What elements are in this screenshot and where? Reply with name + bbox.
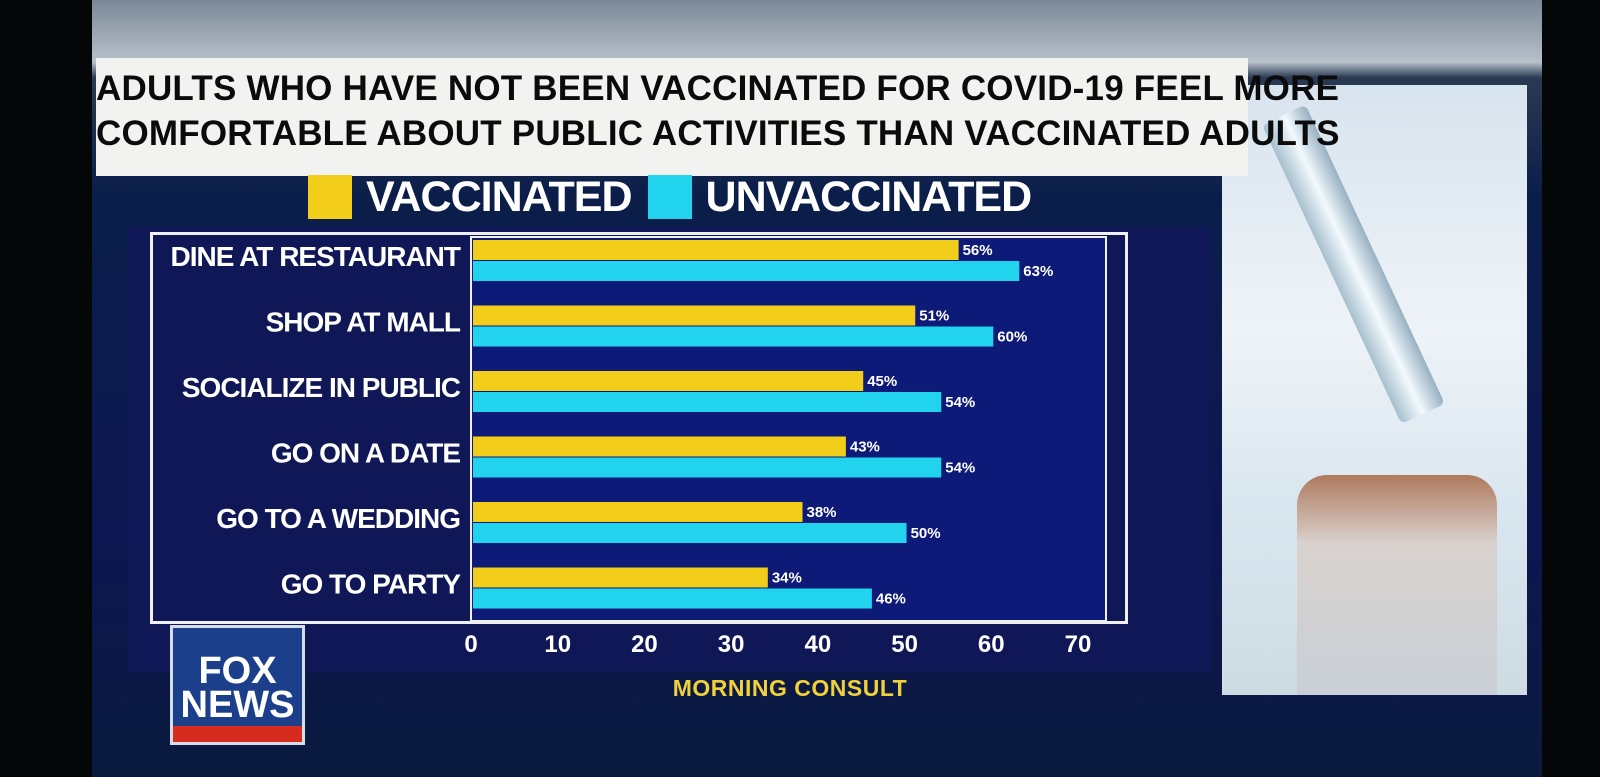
bar-unvaccinated	[473, 523, 907, 543]
data-label: 50%	[911, 525, 941, 542]
x-tick-label: 0	[464, 631, 477, 658]
source-label: MORNING CONSULT	[672, 675, 908, 701]
category-label: SHOP AT MALL	[266, 307, 461, 338]
legend-item-vaccinated: VACCINATED	[308, 172, 633, 222]
legend-swatch-vaccinated	[308, 175, 352, 219]
x-tick-label: 70	[1065, 631, 1092, 658]
data-label: 63%	[1023, 263, 1053, 280]
data-label: 34%	[772, 570, 802, 587]
syringe-vial-photo	[1222, 85, 1527, 695]
bar-vaccinated	[473, 436, 846, 457]
x-tick-label: 60	[978, 631, 1005, 658]
bar-vaccinated	[473, 502, 803, 522]
x-tick-label: 30	[718, 631, 745, 658]
category-label: SOCIALIZE IN PUBLIC	[182, 372, 461, 403]
bar-vaccinated	[473, 371, 864, 391]
bar-vaccinated	[473, 567, 768, 588]
chart-title: ADULTS WHO HAVE NOT BEEN VACCINATED FOR …	[96, 58, 1340, 176]
chart-legend: VACCINATED UNVACCINATED	[308, 168, 1033, 226]
bar-vaccinated	[473, 305, 916, 326]
data-label: 43%	[850, 439, 880, 456]
data-label: 38%	[807, 504, 837, 521]
category-label: GO ON A DATE	[271, 438, 461, 469]
fox-news-logo: FOX NEWS	[170, 625, 305, 745]
bar-unvaccinated	[473, 457, 942, 478]
legend-label-vaccinated: VACCINATED	[366, 172, 633, 221]
data-label: 60%	[997, 329, 1027, 346]
x-tick-label: 50	[891, 631, 918, 658]
chart-frame	[150, 232, 1128, 624]
news-logo-text: NEWS	[180, 684, 295, 726]
data-label: 54%	[945, 394, 975, 411]
data-label: 45%	[867, 373, 897, 390]
legend-label-unvaccinated: UNVACCINATED	[705, 172, 1033, 221]
bar-unvaccinated	[473, 588, 872, 609]
x-tick-label: 40	[805, 631, 832, 658]
category-label: GO TO PARTY	[281, 569, 462, 600]
bar-unvaccinated	[473, 392, 942, 412]
bar-unvaccinated	[473, 261, 1020, 281]
legend-swatch-unvaccinated	[647, 175, 692, 219]
vial-icon	[1297, 475, 1497, 695]
fox-logo-text: FOX	[198, 650, 277, 692]
chart-title-line-1: ADULTS WHO HAVE NOT BEEN VACCINATED FOR …	[96, 69, 1340, 108]
data-label: 54%	[945, 460, 975, 477]
data-label: 46%	[876, 591, 906, 608]
category-label: DINE AT RESTAURANT	[171, 241, 461, 272]
data-label: 56%	[963, 242, 993, 259]
category-label: GO TO A WEDDING	[216, 503, 460, 534]
x-tick-label: 10	[544, 631, 571, 658]
x-tick-label: 20	[631, 631, 658, 658]
data-label: 51%	[919, 308, 949, 325]
legend-item-unvaccinated: UNVACCINATED	[647, 172, 1033, 222]
bar-unvaccinated	[473, 326, 994, 347]
chart-title-line-2: COMFORTABLE ABOUT PUBLIC ACTIVITIES THAN…	[96, 114, 1340, 153]
bar-vaccinated	[473, 240, 959, 260]
plot-area	[470, 236, 1107, 622]
logo-red-strip	[173, 726, 302, 742]
